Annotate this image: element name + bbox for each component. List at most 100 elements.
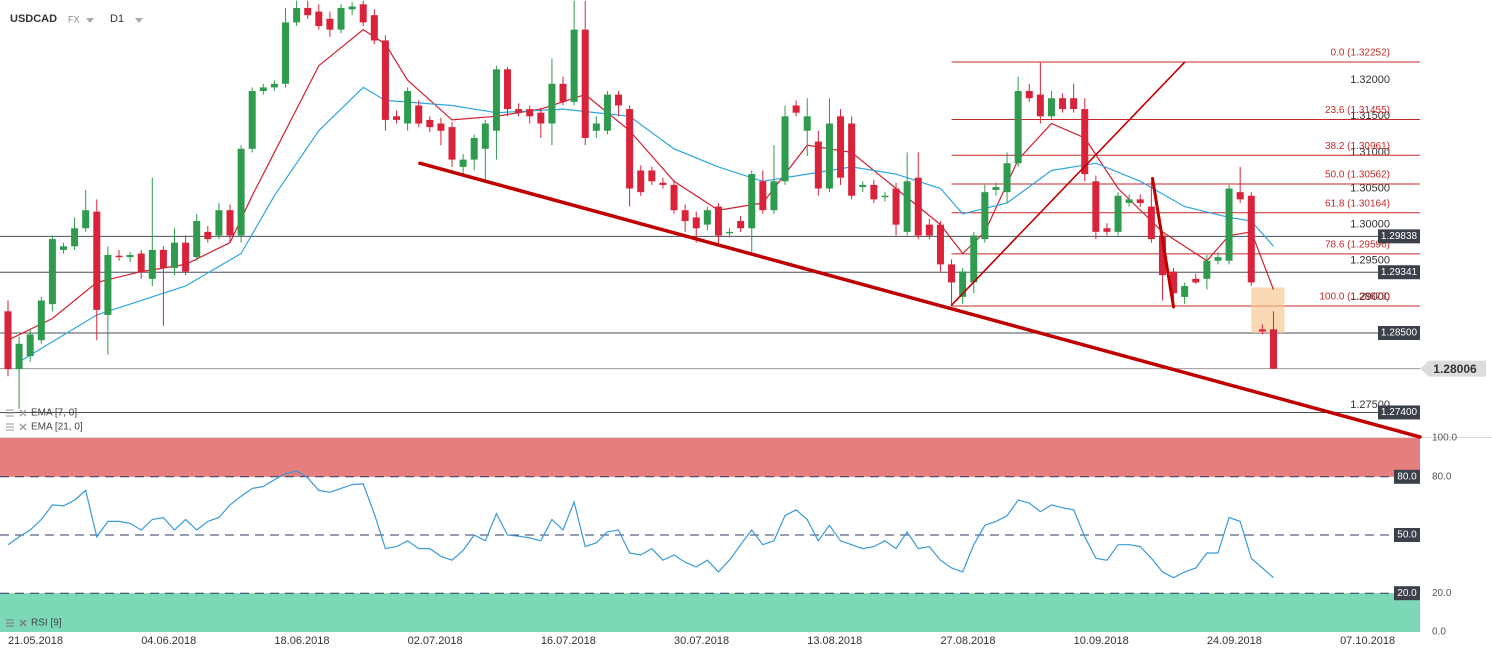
candle-body (1192, 278, 1200, 283)
rsi-line (7, 470, 1274, 579)
candle-body (204, 231, 212, 240)
fib-label: 23.6 (1.31455) (1325, 105, 1390, 116)
rsi-level-label: 20.0 (1397, 588, 1417, 599)
candle-body (548, 83, 556, 124)
candle-body (1269, 329, 1277, 369)
candle-body (903, 181, 911, 232)
candle-body (82, 210, 90, 229)
x-tick-label: 27.08.2018 (940, 635, 995, 647)
x-tick-label: 13.08.2018 (807, 635, 862, 647)
timeframe[interactable]: D1 (110, 13, 124, 25)
candle-body (448, 127, 456, 160)
candle-body (992, 187, 1000, 190)
candle-body (1203, 260, 1211, 279)
x-tick-label: 04.06.2018 (141, 635, 196, 647)
price-line-label: 1.28500 (1381, 328, 1418, 339)
candle-body (226, 210, 234, 236)
candle-body (1181, 286, 1189, 297)
candle-body (936, 224, 944, 265)
candle-body (837, 116, 845, 178)
candle-body (748, 174, 756, 229)
candle-body (148, 249, 156, 279)
last-price-tag (1420, 360, 1486, 377)
x-tick-label: 24.09.2018 (1207, 635, 1262, 647)
candle-body (770, 181, 778, 211)
candle-body (337, 7, 345, 30)
candle-body (104, 254, 112, 315)
candle-body (537, 112, 545, 124)
candle-body (659, 182, 667, 185)
rsi-zone (0, 593, 1420, 632)
candle-body (714, 206, 722, 236)
candle-body (692, 217, 700, 229)
candle-body (615, 94, 623, 106)
candle-body (504, 69, 512, 110)
candle-body (4, 311, 12, 370)
legend-remove[interactable] (19, 619, 27, 627)
candle-body (459, 159, 467, 167)
candle-body (26, 334, 34, 357)
price-line-label: 1.29838 (1381, 231, 1418, 242)
candle-body (925, 224, 933, 236)
rsi-tick-label: 80.0 (1432, 471, 1452, 482)
candle-body (848, 123, 856, 196)
x-tick-label: 30.07.2018 (674, 635, 729, 647)
candle-body (370, 15, 378, 41)
dropdown-arrow[interactable] (86, 18, 94, 23)
candle-body (1158, 235, 1166, 276)
candle-body (803, 116, 811, 131)
candle-body (792, 105, 800, 113)
candle-body (648, 170, 656, 182)
candle-body (581, 29, 589, 138)
highlight-box (1251, 287, 1285, 333)
candle-body (1025, 91, 1033, 99)
price-line-tag (1378, 405, 1420, 420)
legend-icon (6, 409, 14, 417)
candle-body (1258, 329, 1266, 332)
rsi-level-label: 50.0 (1397, 530, 1417, 541)
candle-body (637, 170, 645, 193)
candle-body (1225, 188, 1233, 261)
candle-body (948, 264, 956, 283)
y-tick-label: 1.29500 (1350, 255, 1390, 267)
legend-label: EMA [7, 0] (31, 408, 77, 419)
legend-remove[interactable] (19, 409, 27, 417)
candle-body (404, 91, 412, 124)
rsi-legend-label: RSI [9] (31, 618, 62, 629)
candle-body (626, 109, 634, 189)
candle-body (603, 94, 611, 131)
candle-body (237, 148, 245, 236)
candle-body (1059, 98, 1067, 110)
candle-body (326, 18, 334, 30)
candle-body (1014, 91, 1022, 164)
fib-label: 0.0 (1.32252) (1331, 48, 1391, 59)
candle-body (1092, 181, 1100, 232)
legend-label: EMA [21, 0] (31, 422, 83, 433)
price-line-label: 1.27400 (1381, 407, 1418, 418)
symbol[interactable]: USDCAD (10, 13, 57, 25)
candle-body (526, 109, 534, 117)
candle-body (93, 211, 101, 310)
trendline (1150, 176, 1176, 309)
candle-body (359, 4, 367, 23)
candle-body (126, 254, 134, 258)
rsi-level-tag (1394, 469, 1420, 484)
y-tick-label: 1.29000 (1350, 291, 1390, 303)
candle-body (415, 105, 423, 124)
x-tick-label: 07.10.2018 (1340, 635, 1395, 647)
candle-body (137, 253, 145, 272)
legend-icon (6, 619, 14, 627)
x-tick-label: 16.07.2018 (541, 635, 596, 647)
rsi-level-tag (1394, 586, 1420, 601)
candle-body (115, 255, 123, 258)
candle-body (892, 188, 900, 225)
dropdown-arrow[interactable] (135, 18, 143, 23)
legend-remove[interactable] (19, 423, 27, 431)
market: FX (68, 14, 80, 24)
candle-body (726, 231, 734, 234)
candle-body (248, 91, 256, 149)
trendline (950, 61, 1186, 306)
rsi-level-tag (1394, 528, 1420, 542)
